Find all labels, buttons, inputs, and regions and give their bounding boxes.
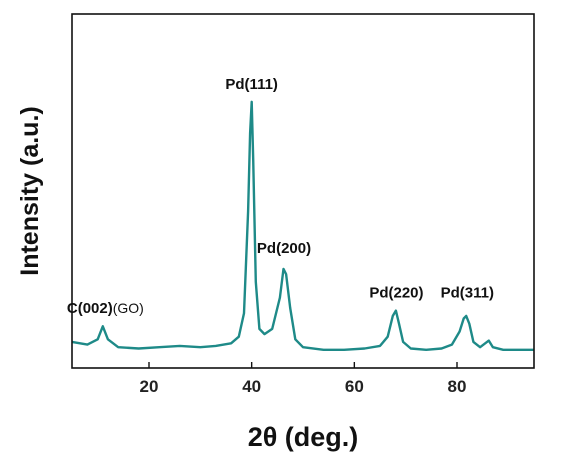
x-tick-label: 80 — [448, 377, 467, 396]
plot-frame — [71, 13, 535, 369]
x-axis-label: 2θ (deg.) — [248, 422, 359, 452]
xrd-series-line-0 — [71, 100, 534, 351]
peak-label: Pd(220) — [369, 285, 423, 302]
peak-label-main: C(002) — [67, 300, 113, 317]
peak-label-main: Pd(111) — [225, 76, 278, 93]
peak-label: C(002)(GO) — [67, 300, 144, 317]
peak-label: Pd(200) — [257, 240, 311, 257]
peak-label-main: Pd(311) — [441, 285, 494, 302]
peak-labels: C(002)(GO) Pd(111) Pd(200) Pd(220) Pd(311) — [67, 76, 494, 317]
plot-area — [71, 100, 534, 351]
y-axis-label: Intensity (a.u.) — [16, 106, 44, 275]
peak-label-main: Pd(200) — [257, 240, 311, 257]
x-tick-label: 20 — [140, 377, 159, 396]
x-tick-label: 40 — [242, 377, 261, 396]
peak-label: Pd(111) — [225, 76, 278, 93]
x-tick-label: 60 — [345, 377, 364, 396]
peak-label: Pd(311) — [441, 285, 494, 302]
peak-label-suffix: (GO) — [113, 300, 144, 316]
peak-label-main: Pd(220) — [369, 285, 423, 302]
x-ticks: 20 40 60 80 — [140, 362, 467, 396]
